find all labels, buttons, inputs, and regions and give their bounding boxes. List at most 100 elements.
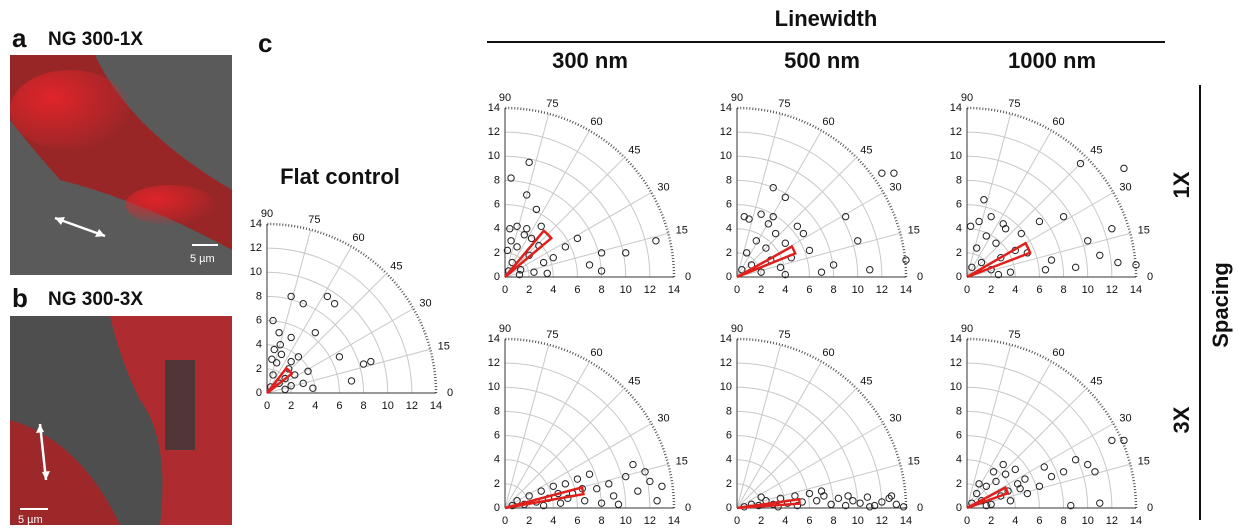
data-point [525,158,533,167]
data-point [1120,164,1128,173]
data-point [999,460,1007,469]
radial-grid-line [504,361,590,509]
y-tick-label: 10 [950,150,962,162]
radial-grid-line [266,246,352,394]
x-tick-label: 4 [1012,284,1018,296]
angle-tick-label: 60 [590,347,602,359]
y-tick-label: 14 [950,102,962,114]
data-point [299,299,307,308]
x-tick-label: 14 [668,515,680,527]
x-tick-label: 10 [620,515,632,527]
x-tick-label: 2 [758,515,764,527]
y-tick-label: 2 [256,363,262,375]
data-point [585,261,594,269]
angle-tick-label: 45 [628,375,640,387]
data-point [1047,256,1056,264]
data-point [597,267,606,275]
data-point [605,480,613,488]
x-tick-label: 12 [406,400,418,412]
data-point [287,292,295,301]
angle-tick-label: 15 [908,225,920,237]
data-point [781,193,789,202]
data-point [580,497,589,505]
y-tick-label: 0 [956,271,962,283]
data-point [805,489,814,498]
radial-grid-line [736,130,822,278]
data-point [276,341,284,349]
x-tick-label: 12 [1106,515,1118,527]
data-point [1017,229,1026,238]
data-point [537,487,545,495]
data-point [1091,468,1099,476]
data-point [870,501,879,510]
mean-direction-sector [966,485,1010,510]
y-tick-label: 4 [956,454,962,466]
y-tick-label: 14 [488,102,500,114]
data-point [812,497,821,505]
data-point [513,243,521,251]
x-tick-label: 4 [550,284,556,296]
y-tick-label: 12 [950,357,962,369]
data-point [516,266,525,274]
angle-tick-label: 90 [499,323,511,335]
angle-tick-label: 30 [657,412,669,424]
x-tick-label: 14 [900,515,912,527]
mean-direction-sector [736,497,801,510]
y-tick-label: 0 [256,387,262,399]
angle-tick-label: 90 [731,92,743,104]
mean-direction-sector [266,366,294,394]
data-point [556,499,565,507]
y-tick-label: 8 [494,174,500,186]
angle-tick-label: 45 [1090,144,1102,156]
data-point [573,234,582,243]
y-tick-label: 8 [494,405,500,417]
data-point [609,492,618,500]
data-point [975,480,983,488]
data-point [1132,261,1140,269]
y-tick-label: 2 [494,478,500,490]
y-tick-label: 4 [494,454,500,466]
x-tick-label: 8 [599,515,605,527]
radial-grid-line [966,388,1087,509]
data-point [1047,472,1056,481]
data-point [1096,251,1104,259]
data-point [1084,237,1092,245]
y-tick-label: 12 [488,357,500,369]
angle-tick-label: 0 [917,502,923,514]
data-point [890,169,898,177]
angle-tick-label: 60 [1052,347,1064,359]
row-header: 3X [1169,406,1194,433]
angle-tick-label: 75 [308,214,320,226]
y-tick-label: 10 [488,150,500,162]
x-tick-label: 2 [288,400,294,412]
data-point [593,484,601,493]
data-point [275,328,283,337]
data-point [849,497,857,505]
y-tick-label: 4 [726,454,732,466]
data-point [530,268,538,276]
y-tick-label: 4 [956,223,962,235]
x-tick-label: 6 [574,515,580,527]
x-tick-label: 6 [806,515,812,527]
data-point [622,472,630,481]
y-tick-label: 8 [956,405,962,417]
data-point [972,489,981,498]
panel-letter: a [12,23,27,53]
angle-tick-label: 0 [917,271,923,283]
x-tick-label: 4 [550,515,556,527]
angle-tick-label: 75 [778,329,790,341]
data-point [299,379,307,388]
data-point [614,500,623,509]
angle-tick-label: 45 [860,375,872,387]
x-tick-label: 10 [1082,515,1094,527]
radial-grid-line [966,157,1087,278]
y-tick-label: 14 [488,333,500,345]
y-tick-label: 10 [720,381,732,393]
data-point [878,498,886,506]
angle-tick-label: 75 [546,329,558,341]
x-tick-label: 10 [852,284,864,296]
radial-grid-line [966,344,1012,509]
angle-tick-label: 75 [778,98,790,110]
radial-grid-line [736,361,822,509]
group-header: Linewidth [775,6,878,31]
